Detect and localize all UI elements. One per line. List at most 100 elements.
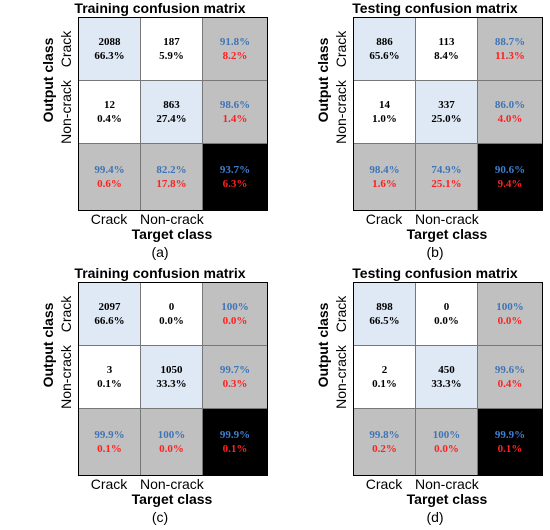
summary-cell: 99.8% 0.2% [354, 409, 416, 475]
count-value: 12 [104, 99, 115, 111]
error-value: 0.4% [497, 378, 523, 390]
confusion-matrix-panel: Testing confusion matrix 898 66.5% 0 0.0% 100… [275, 265, 550, 530]
summary-cell: 98.4% 1.6% [354, 144, 416, 210]
matrix-cell: 0 0.0% [416, 283, 478, 346]
error-value: 0.0% [159, 443, 184, 455]
summary-cell: 93.7% 6.3% [203, 144, 267, 210]
error-value: 0.1% [222, 443, 248, 455]
accuracy-value: 98.4% [369, 164, 400, 176]
summary-cell: 74.9% 25.1% [416, 144, 478, 210]
chart-title: Testing confusion matrix [352, 0, 518, 16]
percent-value: 66.6% [94, 315, 125, 327]
accuracy-value: 86.0% [494, 99, 526, 111]
panel-label: (c) [151, 509, 169, 525]
percent-value: 5.9% [159, 50, 184, 62]
error-value: 0.3% [222, 378, 248, 390]
accuracy-value: 99.8% [369, 429, 400, 441]
summary-cell: 100% 0.0% [203, 283, 267, 346]
x-tick-label: Non-crack [140, 211, 204, 227]
accuracy-value: 91.8% [219, 36, 251, 48]
y-axis-title: Output class [315, 37, 331, 123]
count-value: 0 [168, 301, 175, 313]
chart-title: Training confusion matrix [74, 265, 246, 281]
error-value: 0.1% [97, 443, 122, 455]
accuracy-value: 90.6% [494, 164, 526, 176]
matrix-cell: 2 0.1% [354, 346, 416, 409]
x-axis-title: Target class [406, 491, 488, 507]
x-tick-label: Non-crack [415, 476, 479, 492]
x-tick-label: Crack [365, 476, 403, 492]
matrix-cell: 0 0.0% [141, 283, 203, 346]
percent-value: 8.4% [434, 50, 459, 62]
summary-cell: 99.9% 0.1% [203, 409, 267, 475]
count-value: 898 [376, 301, 393, 313]
matrix-cell: 337 25.0% [416, 81, 478, 144]
matrix-cell: 898 66.5% [354, 283, 416, 346]
matrix-cell: 14 1.0% [354, 81, 416, 144]
count-value: 1050 [160, 364, 183, 376]
accuracy-value: 82.2% [156, 164, 187, 176]
summary-cell: 99.9% 0.1% [478, 409, 542, 475]
error-value: 0.2% [372, 443, 397, 455]
count-value: 2088 [98, 36, 121, 48]
error-value: 17.8% [156, 178, 187, 190]
accuracy-value: 99.6% [494, 364, 526, 376]
x-tick-label: Crack [90, 476, 128, 492]
summary-cell: 100% 0.0% [141, 409, 203, 475]
summary-cell: 82.2% 17.8% [141, 144, 203, 210]
summary-cell: 88.7% 11.3% [478, 18, 542, 81]
matrix-grid: 898 66.5% 0 0.0% 100% 0.0% 2 0.1% 450 33.3% 99.6% 0… [353, 282, 543, 476]
accuracy-value: 100% [432, 429, 461, 441]
summary-cell: 86.0% 4.0% [478, 81, 542, 144]
accuracy-value: 93.7% [219, 164, 251, 176]
error-value: 0.6% [97, 178, 122, 190]
summary-cell: 100% 0.0% [416, 409, 478, 475]
count-value: 187 [163, 36, 180, 48]
matrix-cell: 886 65.6% [354, 18, 416, 81]
matrix-cell: 187 5.9% [141, 18, 203, 81]
matrix-cell: 1050 33.3% [141, 346, 203, 409]
percent-value: 27.4% [156, 113, 187, 125]
confusion-matrix-panel: Training confusion matrix 2088 66.3% 187 5.9… [0, 0, 275, 265]
count-value: 14 [379, 99, 390, 111]
chart-title: Training confusion matrix [74, 0, 246, 16]
summary-cell: 100% 0.0% [478, 283, 542, 346]
error-value: 0.1% [497, 443, 523, 455]
x-axis-title: Target class [131, 491, 213, 507]
summary-cell: 98.6% 1.4% [203, 81, 267, 144]
summary-cell: 91.8% 8.2% [203, 18, 267, 81]
accuracy-value: 88.7% [494, 36, 526, 48]
accuracy-value: 99.9% [219, 429, 251, 441]
y-tick-label: Non-crack [58, 79, 74, 144]
summary-cell: 99.7% 0.3% [203, 346, 267, 409]
matrix-cell: 863 27.4% [141, 81, 203, 144]
percent-value: 0.1% [97, 378, 122, 390]
matrix-cell: 2088 66.3% [79, 18, 141, 81]
chart-title: Testing confusion matrix [352, 265, 518, 281]
count-value: 863 [163, 99, 180, 111]
matrix-cell: 113 8.4% [416, 18, 478, 81]
count-value: 0 [443, 301, 450, 313]
x-tick-label: Crack [90, 211, 128, 227]
error-value: 25.1% [431, 178, 462, 190]
error-value: 0.0% [497, 315, 523, 327]
error-value: 1.6% [372, 178, 397, 190]
summary-cell: 99.6% 0.4% [478, 346, 542, 409]
percent-value: 66.5% [369, 315, 400, 327]
matrix-cell: 450 33.3% [416, 346, 478, 409]
percent-value: 0.1% [372, 378, 397, 390]
accuracy-value: 98.6% [219, 99, 251, 111]
count-value: 2097 [98, 301, 121, 313]
count-value: 886 [376, 36, 393, 48]
confusion-matrix-panel: Testing confusion matrix 886 65.6% 113 8.4% 8… [275, 0, 550, 265]
error-value: 9.4% [497, 178, 523, 190]
matrix-grid: 2097 66.6% 0 0.0% 100% 0.0% 3 0.1% 1050 33.3% 99.7… [78, 282, 268, 476]
accuracy-value: 99.7% [219, 364, 251, 376]
summary-cell: 99.9% 0.1% [79, 409, 141, 475]
count-value: 3 [106, 364, 113, 376]
error-value: 11.3% [495, 50, 525, 62]
accuracy-value: 100% [496, 301, 524, 313]
summary-cell: 99.4% 0.6% [79, 144, 141, 210]
count-value: 337 [438, 99, 455, 111]
error-value: 4.0% [497, 113, 523, 125]
